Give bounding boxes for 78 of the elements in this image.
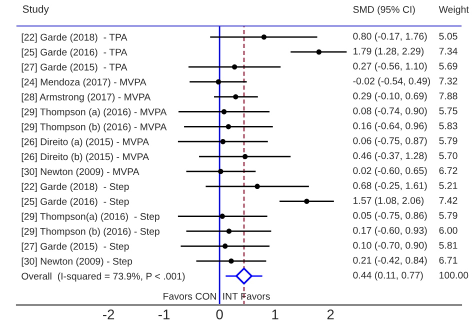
y-tick-label: [29] Thompson(a) (2016) - Step	[22, 212, 160, 222]
annotation: 0.10 (-0.70, 0.90)	[353, 242, 427, 251]
y-tick-label: [27] Garde (2015) - Step	[22, 242, 129, 252]
annotation: 7.42	[439, 197, 458, 204]
y-tick-label: [25] Garde (2016) - TPA	[22, 48, 128, 58]
annotation: 5.79	[439, 137, 458, 144]
point	[216, 79, 222, 84]
annotation: 1.57 (1.08, 2.06)	[354, 196, 424, 206]
text: Favors CON	[164, 292, 216, 300]
y-tick-label: [26] Direito (a) (2015) - MVPA	[22, 138, 150, 148]
y-tick-label: [27] Garde (2015) - TPA	[22, 63, 128, 72]
point	[222, 244, 228, 249]
x-tick-label: 2	[327, 310, 334, 320]
y-tick-label: [22] Garde (2018) - Step	[22, 182, 129, 192]
annotation: 0.16 (-0.64, 0.96)	[353, 122, 427, 132]
text: INT Favors	[223, 292, 270, 300]
y-tick-label: [30] Newton (2009) - Step	[22, 258, 132, 267]
annotation: 7.88	[439, 92, 458, 100]
point	[242, 154, 248, 160]
point	[254, 184, 260, 190]
annotation: 6.71	[439, 256, 458, 264]
x-tick-label: 0	[216, 310, 223, 320]
point	[304, 198, 310, 204]
annotation: 5.70	[439, 152, 458, 160]
annotation: 0.29 (-0.10, 0.69)	[353, 92, 427, 102]
annotation: -0.02 (-0.54, 0.49)	[353, 77, 430, 86]
annotation: 0.27 (-0.56, 1.10)	[353, 62, 427, 72]
y-tick-label: Overall (I-squared = 73.9%, P < .001)	[22, 272, 185, 282]
point	[220, 214, 225, 219]
annotation: 0.17 (-0.60, 0.93)	[353, 226, 427, 236]
annotation: 7.34	[439, 48, 458, 55]
annotation: 0.68 (-0.25, 1.61)	[353, 182, 427, 191]
annotation: 6.72	[439, 167, 458, 174]
point	[226, 124, 232, 130]
annotation: 5.21	[439, 182, 458, 190]
point	[220, 139, 226, 144]
x-tick-label: -2	[103, 310, 114, 320]
annotation: 0.80 (-0.17, 1.76)	[353, 32, 427, 42]
y-tick-label: [29] Thompson (b) (2016) - Step	[22, 228, 160, 237]
text: SMD (95% CI)	[353, 6, 415, 15]
annotation: 0.05 (-0.75, 0.86)	[353, 212, 427, 221]
y-tick-label: [28] Armstrong (2017) - MVPA	[22, 93, 151, 102]
annotation: 5.05	[439, 32, 458, 40]
annotation: 0.44 (0.11, 0.77)	[353, 271, 423, 281]
annotation: 5.79	[439, 212, 458, 219]
annotation: 100.00	[440, 272, 468, 279]
point	[236, 268, 252, 284]
annotation: 7.32	[439, 78, 458, 84]
y-tick-label: [29] Thompson (a) (2016) - MVPA	[22, 108, 167, 118]
annotation: 1.79 (1.28, 2.29)	[354, 47, 424, 57]
x-tick-label: 1	[272, 310, 278, 320]
y-tick-label: [26] Direito (b) (2015) - MVPA	[22, 153, 150, 162]
annotation: 5.75	[439, 108, 458, 114]
annotation: 5.83	[439, 122, 458, 130]
y-tick-label: [29] Thompson (b) (2016) - MVPA	[22, 123, 167, 132]
annotation: 0.46 (-0.37, 1.28)	[353, 152, 427, 162]
annotation: 0.06 (-0.75, 0.87)	[353, 137, 427, 146]
y-axis-title: Study	[22, 5, 49, 15]
point	[232, 64, 238, 70]
point	[218, 168, 224, 174]
point	[221, 109, 227, 114]
annotation: 0.08 (-0.74, 0.90)	[353, 107, 427, 116]
annotation: 5.81	[439, 242, 458, 249]
text: Weight	[438, 6, 469, 15]
point	[261, 34, 267, 40]
y-tick-label: [30] Newton (2009) - MVPA	[22, 168, 140, 178]
point	[233, 94, 238, 100]
x-tick-label: -1	[158, 310, 170, 320]
annotation: 0.02 (-0.60, 0.65)	[353, 166, 427, 176]
y-tick-label: [24] Mendoza (2017) - MVPA	[22, 78, 146, 88]
annotation: 6.00	[439, 226, 458, 234]
point	[228, 258, 234, 264]
y-tick-label: [22] Garde (2018) - TPA	[22, 34, 128, 43]
annotation: 5.69	[439, 62, 458, 70]
point	[316, 49, 322, 55]
y-tick-label: [25] Garde (2016) - Step	[22, 198, 129, 207]
point	[226, 228, 232, 234]
annotation: 0.21 (-0.42, 0.84)	[353, 256, 427, 266]
